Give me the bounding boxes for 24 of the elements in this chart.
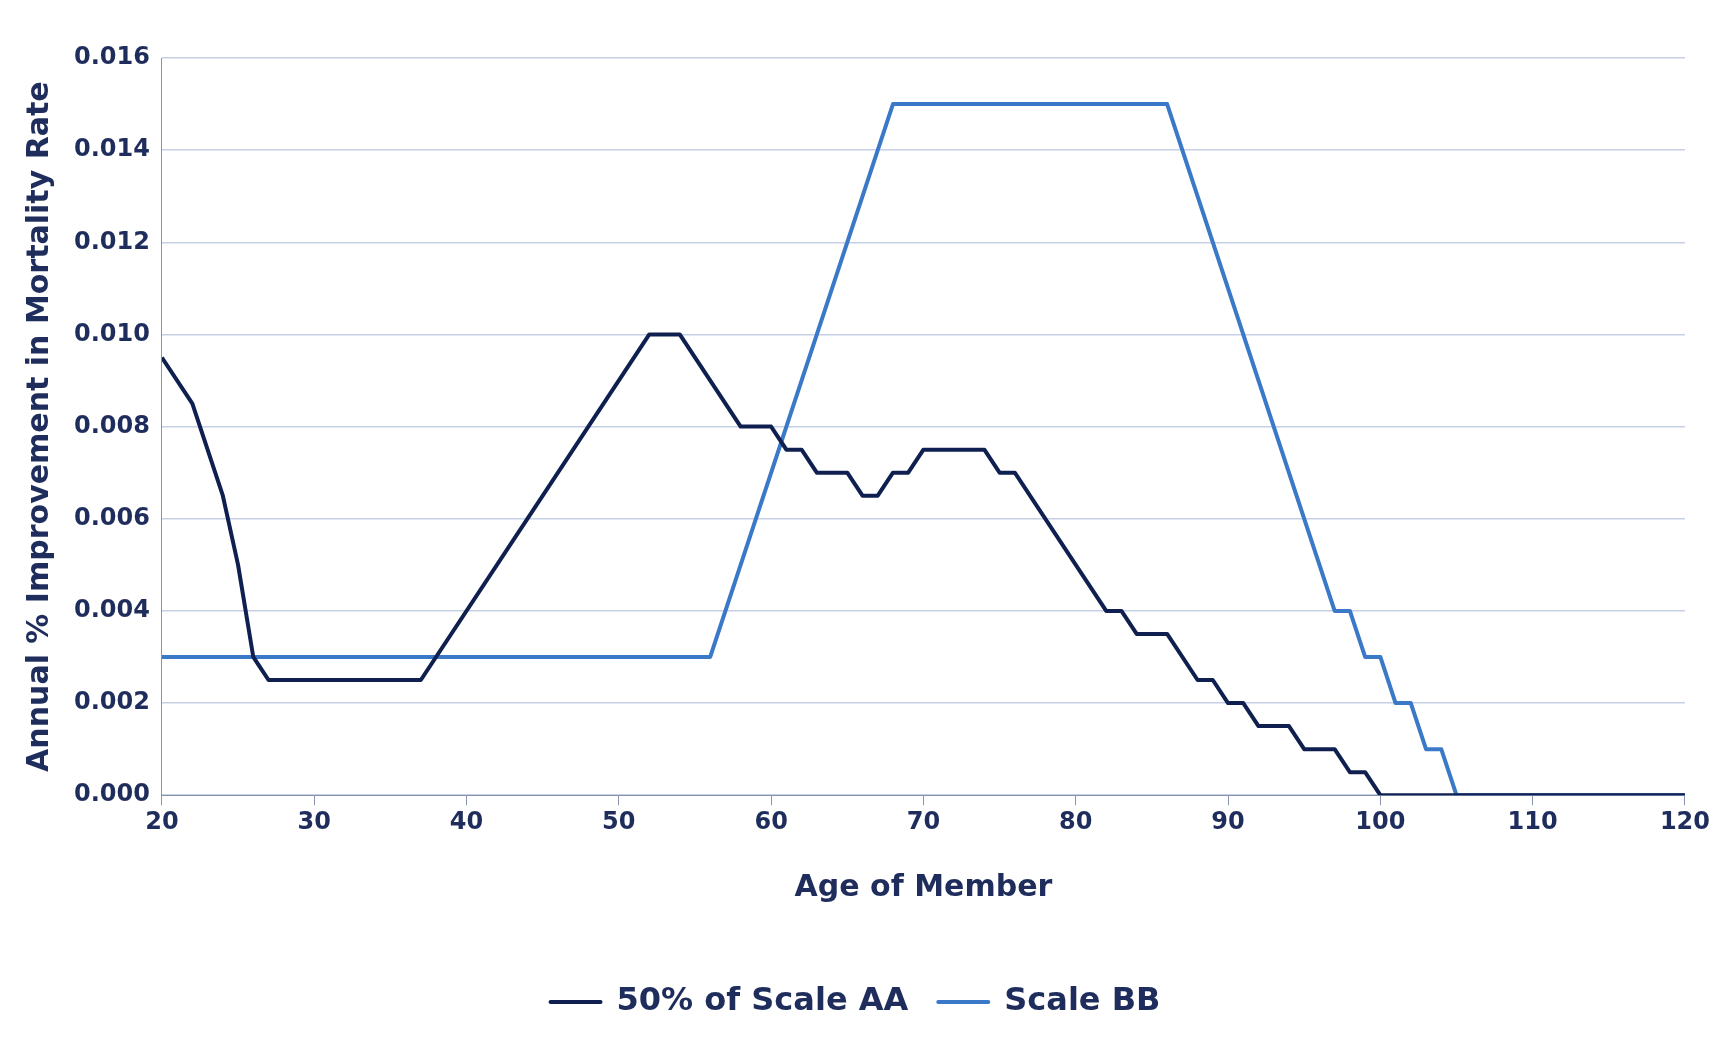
y-tick-label: 0.006 [73,502,150,531]
x-tick-label: 60 [754,806,788,835]
y-tick-label: 0.010 [73,318,150,347]
y-tick-label: 0.012 [73,226,150,255]
y-axis-title: Annual % Improvement in Mortality Rate [19,81,55,772]
x-tick-label: 120 [1659,806,1711,835]
y-tick-label: 0.000 [73,779,150,808]
x-tick-label: 110 [1507,806,1558,835]
y-tick-label: 0.004 [73,595,150,624]
x-tick-label: 90 [1211,806,1245,835]
y-tick-label: 0.016 [73,42,150,71]
x-axis-title: Age of Member [794,867,1053,903]
x-tick-label: 70 [906,806,941,835]
legend-label: Scale BB [1004,980,1161,1019]
x-tick-label: 40 [449,806,484,835]
x-tick-label: 80 [1059,806,1093,835]
legend-label: 50% of Scale AA [616,980,909,1019]
y-tick-label: 0.008 [73,410,150,439]
y-tick-label: 0.002 [73,687,150,716]
y-tick-label: 0.014 [73,134,150,163]
x-tick-label: 20 [145,806,179,835]
x-tick-label: 50 [602,806,636,835]
x-tick-label: 100 [1355,806,1406,835]
x-tick-label: 30 [297,806,331,835]
